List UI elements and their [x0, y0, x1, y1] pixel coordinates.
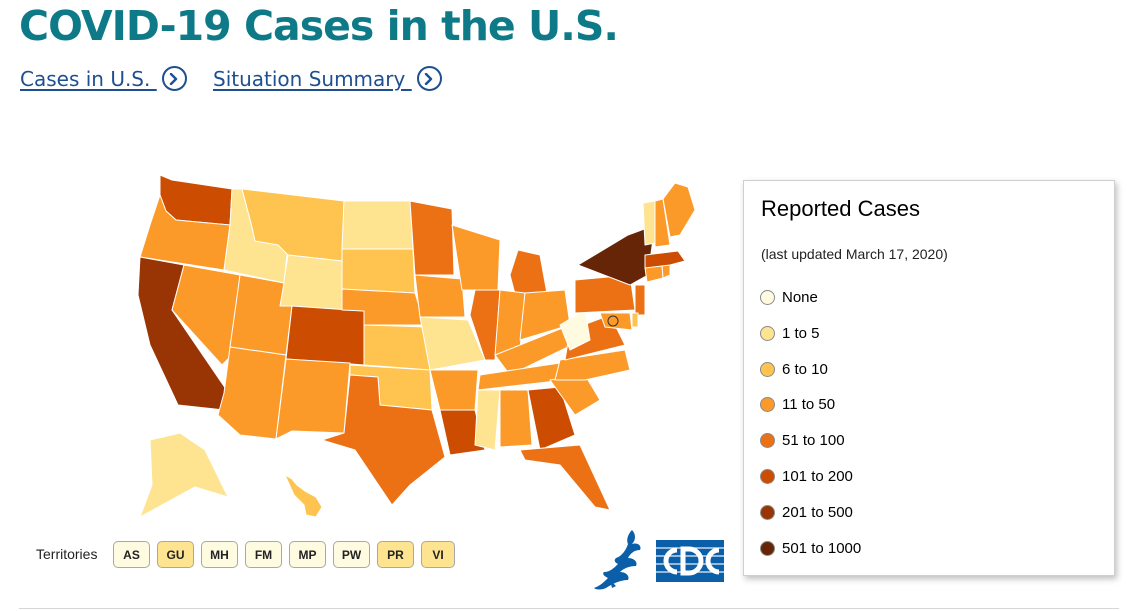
- legend-item-label: 6 to 10: [782, 360, 828, 378]
- state-colorado[interactable]: [285, 305, 365, 366]
- situation-summary-link[interactable]: Situation Summary: [213, 66, 442, 91]
- state-florida[interactable]: [519, 444, 611, 511]
- state-utah[interactable]: [229, 274, 293, 356]
- legend-item-label: 101 to 200: [782, 468, 853, 485]
- chevron-right-circle-icon: [161, 66, 187, 91]
- territory-button-vi[interactable]: VI: [421, 541, 455, 568]
- legend-item[interactable]: 201 to 500: [760, 504, 853, 521]
- state-new-mexico[interactable]: [275, 358, 351, 440]
- hhs-eagle-logo: [594, 530, 641, 590]
- legend-swatch: [760, 433, 775, 449]
- legend-swatch: [760, 361, 775, 377]
- state-alabama[interactable]: [499, 389, 533, 448]
- legend-item-label: 201 to 500: [782, 503, 853, 521]
- state-north-carolina[interactable]: [554, 349, 631, 381]
- legend-swatch: [760, 397, 775, 413]
- state-arkansas[interactable]: [429, 369, 479, 411]
- state-hawaii[interactable]: [284, 474, 323, 518]
- state-louisiana[interactable]: [439, 409, 486, 456]
- territory-button-pw[interactable]: PW: [333, 541, 370, 568]
- legend-swatch: [760, 504, 775, 520]
- territory-button-gu[interactable]: GU: [157, 541, 194, 568]
- legend-item-label: 11 to 50: [782, 396, 836, 414]
- chevron-right-circle-icon: [416, 66, 442, 91]
- legend-item[interactable]: 501 to 1000: [760, 540, 861, 557]
- legend-panel: Reported Cases (last updated March 17, 2…: [743, 180, 1115, 576]
- state-arizona[interactable]: [217, 346, 287, 440]
- legend-item-label: 501 to 1000: [782, 539, 862, 557]
- legend-swatch: [760, 325, 775, 341]
- state-west-virginia[interactable]: [559, 309, 591, 351]
- legend-swatch: [760, 469, 775, 484]
- state-kansas[interactable]: [363, 324, 431, 371]
- territory-button-as[interactable]: AS: [113, 541, 150, 568]
- state-south-dakota[interactable]: [341, 248, 416, 294]
- legend-item[interactable]: 11 to 50: [760, 396, 835, 413]
- territory-button-pr[interactable]: PR: [377, 541, 414, 568]
- legend-item-label: None: [782, 289, 818, 306]
- legend-item[interactable]: 101 to 200: [760, 468, 853, 485]
- legend-swatch: [760, 540, 775, 556]
- territories-label: Territories: [36, 546, 98, 562]
- state-maine[interactable]: [662, 182, 696, 238]
- state-massachusetts[interactable]: [644, 250, 686, 269]
- legend-item-label: 51 to 100: [782, 432, 845, 450]
- cdc-logo: [656, 540, 724, 582]
- territory-button-fm[interactable]: FM: [245, 541, 282, 568]
- last-updated-text: (last updated March 17, 2020): [761, 246, 948, 262]
- page-title: COVID-19 Cases in the U.S.: [19, 2, 619, 50]
- state-rhode-island[interactable]: [661, 264, 671, 279]
- state-illinois[interactable]: [469, 289, 501, 361]
- cases-in-us-link[interactable]: Cases in U.S.: [20, 66, 187, 91]
- state-new-jersey[interactable]: [634, 284, 646, 316]
- cases-in-us-link-label: Cases in U.S.: [20, 66, 157, 91]
- state-wyoming[interactable]: [279, 254, 343, 311]
- state-georgia[interactable]: [527, 386, 576, 451]
- state-iowa[interactable]: [414, 274, 466, 318]
- district-of-columbia-marker[interactable]: [607, 315, 619, 327]
- legend-item[interactable]: 1 to 5: [760, 325, 820, 342]
- legend-item-label: 1 to 5: [782, 324, 820, 342]
- us-cases-map: [137, 174, 696, 518]
- state-new-hampshire[interactable]: [654, 198, 671, 248]
- state-mississippi[interactable]: [474, 389, 501, 451]
- state-alaska[interactable]: [139, 432, 229, 518]
- legend-item[interactable]: 6 to 10: [760, 361, 828, 378]
- state-new-york[interactable]: [577, 224, 656, 286]
- state-north-dakota[interactable]: [341, 200, 414, 250]
- territory-button-mh[interactable]: MH: [201, 541, 238, 568]
- legend-item[interactable]: None: [760, 289, 818, 306]
- situation-summary-link-label: Situation Summary: [213, 66, 412, 91]
- legend-item[interactable]: 51 to 100: [760, 432, 845, 449]
- state-texas[interactable]: [321, 374, 446, 506]
- state-vermont[interactable]: [642, 200, 656, 246]
- territory-button-mp[interactable]: MP: [289, 541, 326, 568]
- state-delaware[interactable]: [631, 312, 639, 328]
- legend-title: Reported Cases: [761, 196, 920, 221]
- state-nevada[interactable]: [171, 264, 241, 366]
- legend-swatch: [760, 290, 775, 305]
- bottom-divider: [19, 608, 1119, 609]
- state-minnesota[interactable]: [409, 200, 455, 276]
